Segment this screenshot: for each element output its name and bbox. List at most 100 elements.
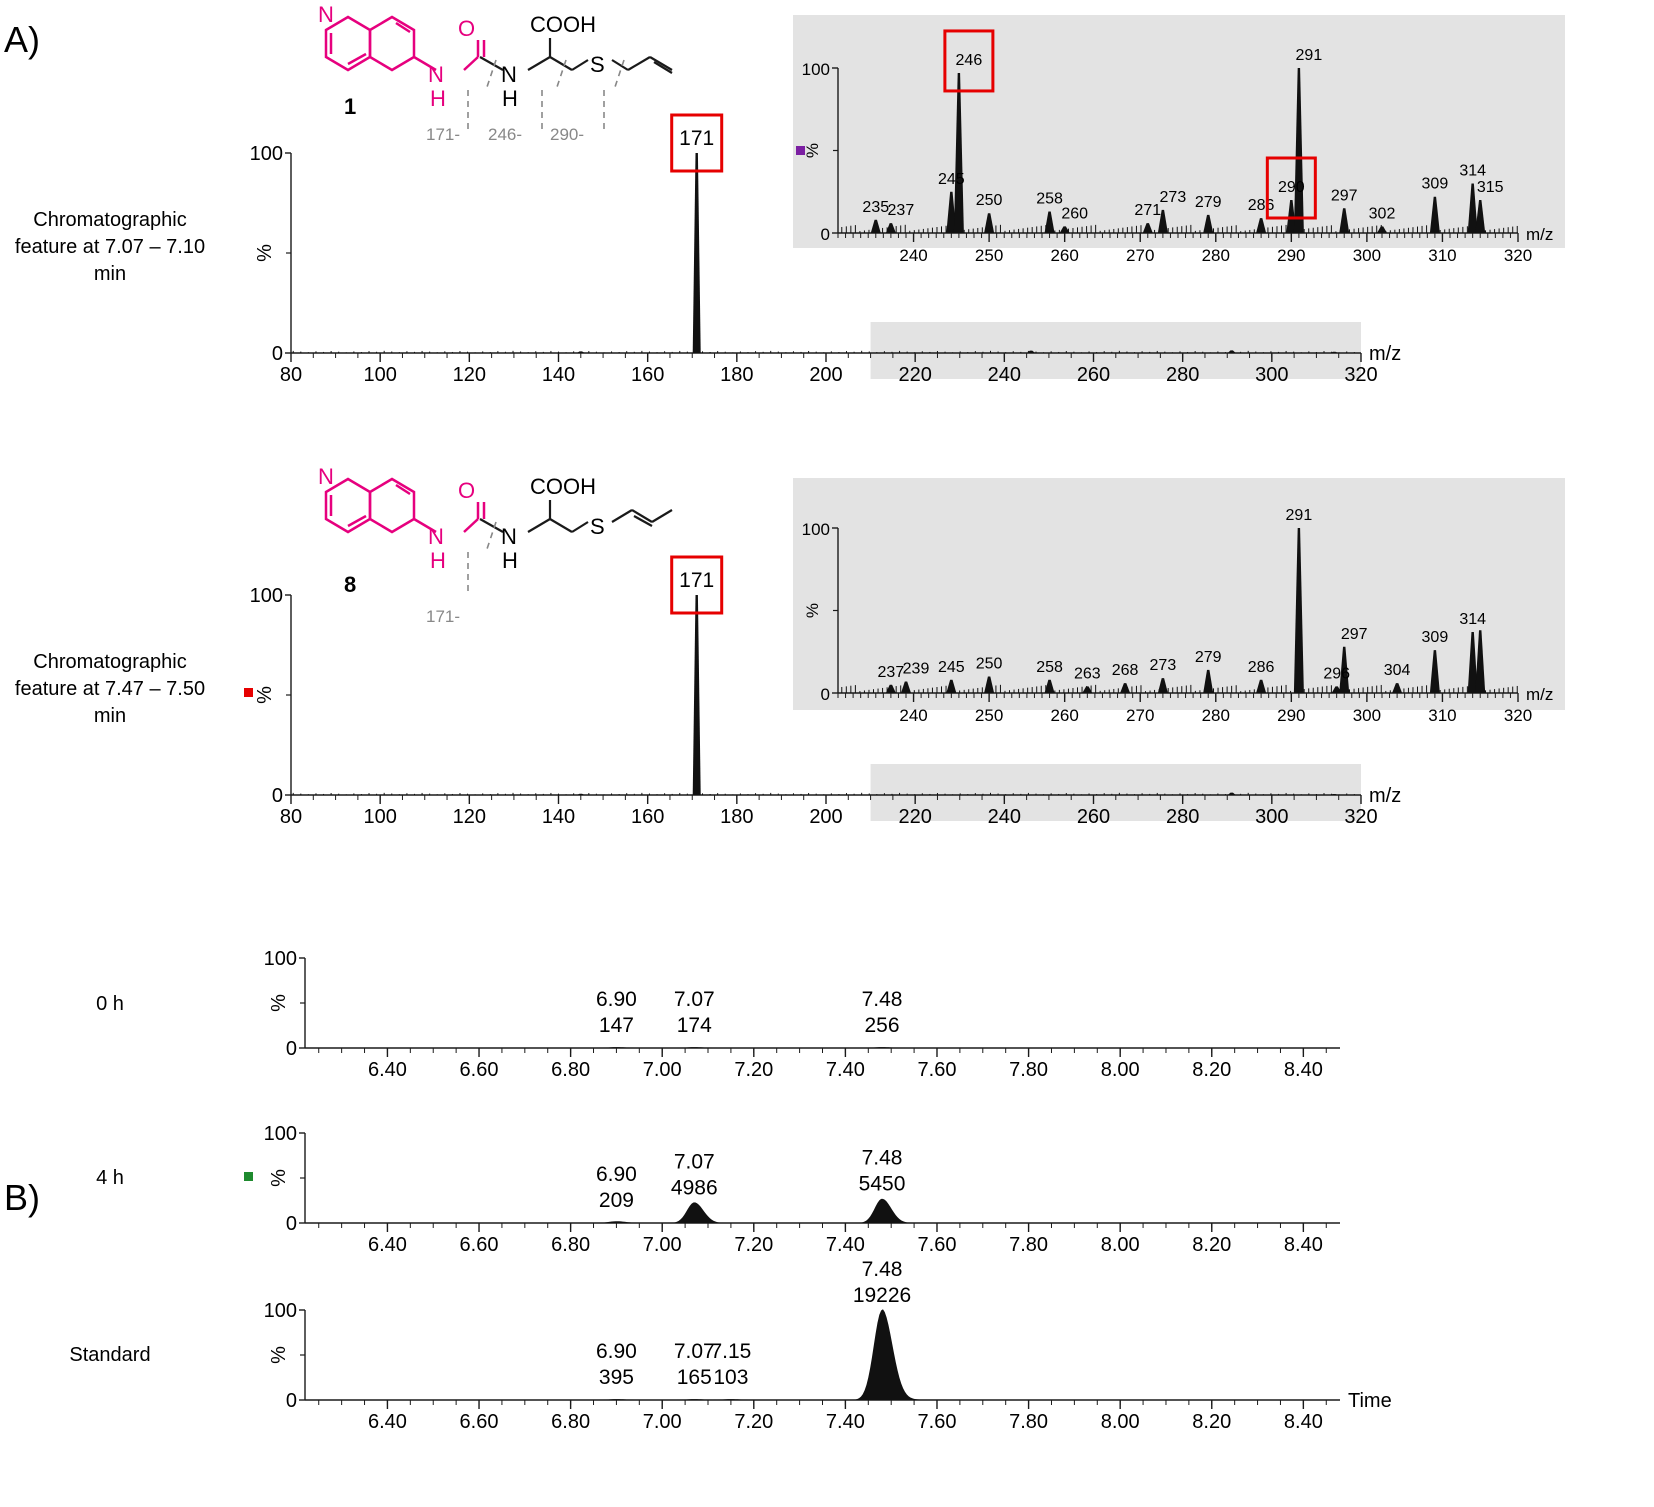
peak-area-label: 174 (677, 1014, 712, 1037)
peak-label: 237 (878, 664, 905, 681)
x-tick-label: 200 (809, 806, 842, 828)
amide-h: H (430, 86, 446, 111)
peak-label: 245 (938, 171, 965, 188)
row-label: Chromatographic (33, 651, 186, 673)
peak-bar (946, 679, 957, 693)
peak-label: 314 (1459, 611, 1486, 628)
y-tick-label: 100 (250, 585, 283, 607)
peak-label: 297 (1331, 187, 1358, 204)
peak-label: 273 (1160, 189, 1187, 206)
peak-bar (1227, 350, 1236, 353)
peak-bar (870, 219, 881, 233)
x-tick-label: 6.60 (460, 1234, 499, 1256)
highlight-box (670, 555, 724, 615)
amine-n: N (501, 62, 517, 87)
x-tick-label: 120 (453, 364, 486, 386)
fragment-171: 171- (426, 125, 460, 144)
y-tick-label: 0 (821, 225, 830, 244)
x-tick-label: 290 (1277, 706, 1305, 725)
peak-label: 271 (1134, 202, 1161, 219)
peak-bar (1120, 683, 1131, 693)
retention-time-label: 6.90 (596, 1163, 637, 1186)
x-tick-label: 7.40 (826, 1234, 865, 1256)
sulfur: S (590, 52, 605, 77)
peak-label: 250 (976, 192, 1003, 209)
peak-bar (1392, 683, 1403, 693)
y-axis-label: % (803, 143, 822, 158)
peak-bar (946, 191, 957, 233)
x-tick-label: 240 (899, 246, 927, 265)
peak-area-label: 395 (599, 1366, 634, 1389)
x-tick-label: 300 (1255, 364, 1288, 386)
inset-1: 0 100% 240 250 260 270 280 290 300 310 320 m/z 23523… (793, 15, 1565, 265)
x-axis-label: Time (1348, 1390, 1392, 1412)
peak-label: 291 (1296, 47, 1323, 64)
row-label: Standard (69, 1344, 150, 1366)
x-tick-label: 80 (280, 806, 302, 828)
row-label: Chromatographic (33, 209, 186, 231)
x-tick-label: 8.20 (1192, 1234, 1231, 1256)
peak-label: 246 (956, 52, 983, 69)
fragment-171: 171- (426, 607, 460, 626)
x-tick-label: 6.40 (368, 1059, 407, 1081)
peak-bar (1429, 196, 1440, 233)
peak-bar (1429, 650, 1440, 693)
peak-bar (984, 676, 995, 693)
charts: Chromatographic feature at 7.07 – 7.10 min… (15, 15, 1565, 1433)
retention-time-label: 7.48 (862, 1258, 903, 1281)
x-tick-label: 310 (1428, 706, 1456, 725)
peak-label: 258 (1036, 191, 1063, 208)
y-tick-label: 100 (264, 1300, 297, 1322)
retention-time-label: 7.15 (710, 1340, 751, 1363)
peak-label: 304 (1384, 662, 1411, 679)
peak-label: 291 (1286, 507, 1313, 524)
y-tick-label: 100 (802, 60, 830, 79)
quinoline-n: N (318, 2, 334, 27)
x-tick-label: 6.40 (368, 1234, 407, 1256)
peak-label: 279 (1195, 194, 1222, 211)
zoom-region (870, 322, 1361, 379)
series-marker (796, 146, 805, 155)
peak-bar (1293, 68, 1304, 233)
peak-bar (1203, 669, 1214, 693)
peak-bar (1082, 686, 1093, 693)
y-axis-label: % (268, 994, 290, 1012)
x-tick-label: 7.60 (918, 1234, 957, 1256)
carbonyl-o: O (458, 16, 475, 41)
x-tick-label: 7.80 (1009, 1234, 1048, 1256)
amine-n: N (501, 524, 517, 549)
fragment-cuts (467, 521, 497, 594)
peak-label: 245 (938, 659, 965, 676)
x-tick-label: 6.80 (551, 1234, 590, 1256)
peak-bar (1475, 630, 1486, 693)
peak-label: 263 (1074, 665, 1101, 682)
peak-bar (1467, 183, 1478, 233)
x-tick-label: 6.60 (460, 1411, 499, 1433)
chromatogram-standard: Standard 0 100% 6.40 6.60 6.80 7.00 7.20 7.40 7.6… (69, 1258, 1391, 1433)
x-tick-label: 260 (1050, 706, 1078, 725)
peak-bar (1339, 208, 1350, 233)
retention-time-label: 7.48 (862, 1147, 903, 1170)
x-axis-label: m/z (1369, 343, 1401, 365)
chromatogram-peak (575, 1221, 695, 1223)
y-tick-label: 0 (272, 785, 283, 807)
fragment-290: 290- (550, 125, 584, 144)
peak-bar (1330, 794, 1339, 795)
peak-bar (1331, 686, 1342, 693)
x-tick-label: 320 (1504, 706, 1532, 725)
peak-area-label: 165 (677, 1366, 712, 1389)
peak-bar (1339, 646, 1350, 693)
y-tick-label: 100 (264, 1123, 297, 1145)
peak-bar (692, 595, 701, 795)
peak-label: 171 (679, 569, 714, 592)
x-tick-label: 280 (1202, 706, 1230, 725)
x-tick-label: 7.60 (918, 1411, 957, 1433)
x-axis-label: m/z (1526, 225, 1553, 244)
peak-bar (1377, 226, 1387, 233)
y-axis-label: % (268, 1169, 290, 1187)
x-tick-label: 8.40 (1284, 1411, 1323, 1433)
y-tick-label: 100 (802, 520, 830, 539)
y-axis-label: % (254, 686, 276, 704)
peak-bar (692, 153, 701, 353)
peak-bar (953, 72, 964, 233)
